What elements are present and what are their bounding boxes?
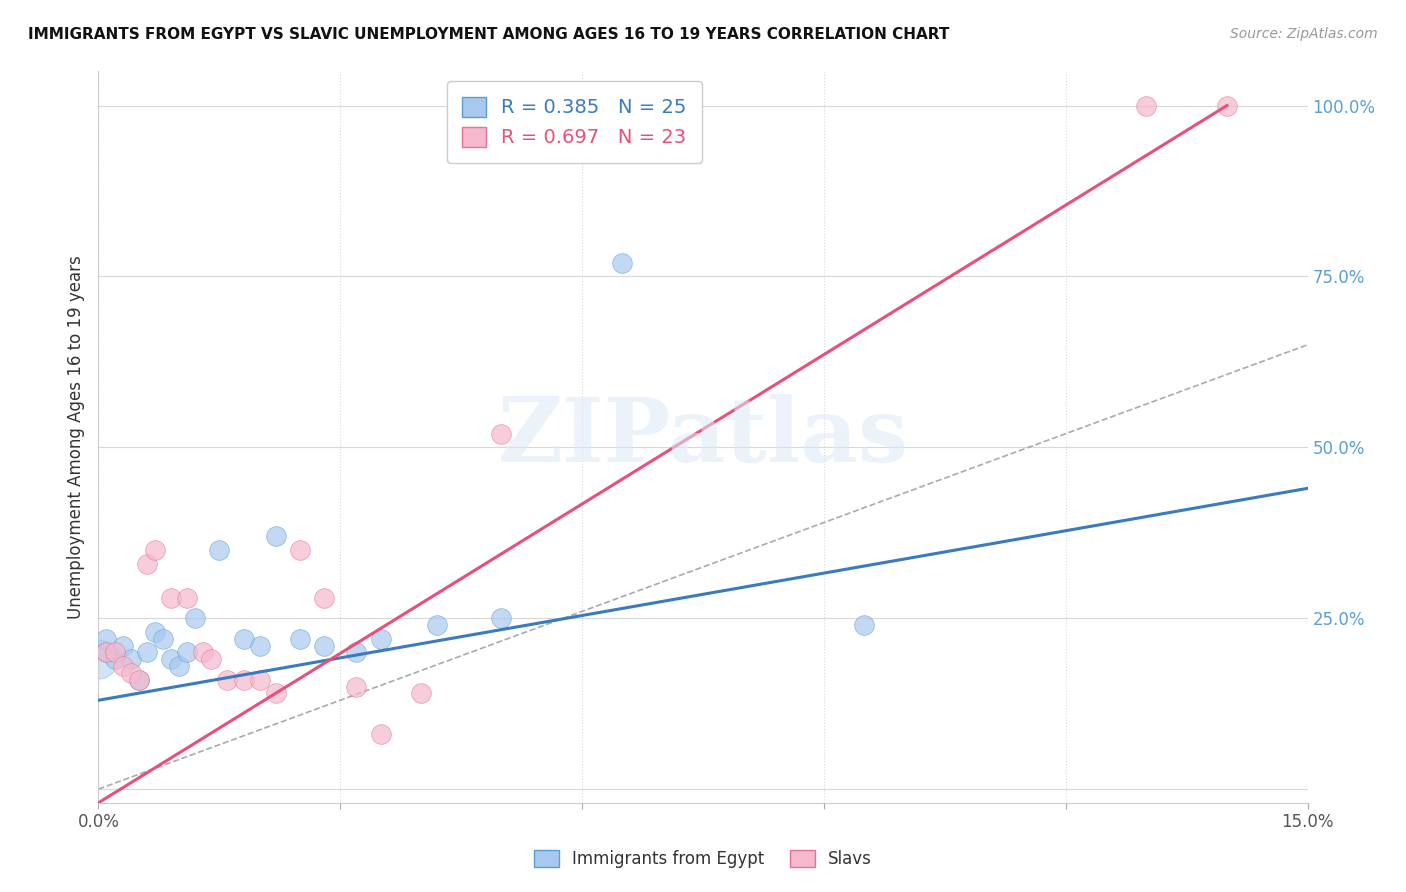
- Point: [1135, 98, 1157, 112]
- Legend: R = 0.385   N = 25, R = 0.697   N = 23: R = 0.385 N = 25, R = 0.697 N = 23: [447, 81, 702, 163]
- Point: [167, 659, 190, 673]
- Y-axis label: Unemployment Among Ages 16 to 19 years: Unemployment Among Ages 16 to 19 years: [66, 255, 84, 619]
- Point: [264, 686, 287, 700]
- Text: Source: ZipAtlas.com: Source: ZipAtlas.com: [1230, 27, 1378, 41]
- Point: [120, 652, 142, 666]
- Point: [96, 645, 118, 659]
- Point: [344, 680, 367, 694]
- Point: [232, 673, 254, 687]
- Point: [120, 665, 142, 680]
- Point: [370, 727, 392, 741]
- Point: [217, 673, 239, 687]
- Point: [176, 645, 198, 659]
- Point: [370, 632, 392, 646]
- Text: IMMIGRANTS FROM EGYPT VS SLAVIC UNEMPLOYMENT AMONG AGES 16 TO 19 YEARS CORRELATI: IMMIGRANTS FROM EGYPT VS SLAVIC UNEMPLOY…: [28, 27, 949, 42]
- Point: [135, 645, 157, 659]
- Point: [344, 645, 367, 659]
- Point: [135, 557, 157, 571]
- Point: [1216, 98, 1239, 112]
- Point: [853, 618, 876, 632]
- Point: [96, 632, 118, 646]
- Point: [249, 639, 271, 653]
- Point: [160, 652, 183, 666]
- Point: [612, 256, 634, 270]
- Point: [103, 645, 125, 659]
- Point: [232, 632, 254, 646]
- Point: [193, 645, 215, 659]
- Point: [491, 611, 513, 625]
- Point: [409, 686, 432, 700]
- Point: [143, 624, 166, 639]
- Point: [184, 611, 207, 625]
- Point: [152, 632, 174, 646]
- Point: [103, 652, 125, 666]
- Point: [491, 426, 513, 441]
- Point: [128, 673, 150, 687]
- Point: [208, 542, 231, 557]
- Point: [314, 639, 336, 653]
- Point: [96, 645, 118, 659]
- Point: [426, 618, 449, 632]
- Point: [264, 529, 287, 543]
- Legend: Immigrants from Egypt, Slavs: Immigrants from Egypt, Slavs: [527, 843, 879, 875]
- Point: [111, 659, 134, 673]
- Point: [128, 673, 150, 687]
- Point: [200, 652, 222, 666]
- Point: [249, 673, 271, 687]
- Point: [176, 591, 198, 605]
- Point: [160, 591, 183, 605]
- Text: ZIPatlas: ZIPatlas: [498, 393, 908, 481]
- Point: [288, 632, 311, 646]
- Point: [87, 652, 110, 666]
- Point: [288, 542, 311, 557]
- Point: [314, 591, 336, 605]
- Point: [143, 542, 166, 557]
- Point: [111, 639, 134, 653]
